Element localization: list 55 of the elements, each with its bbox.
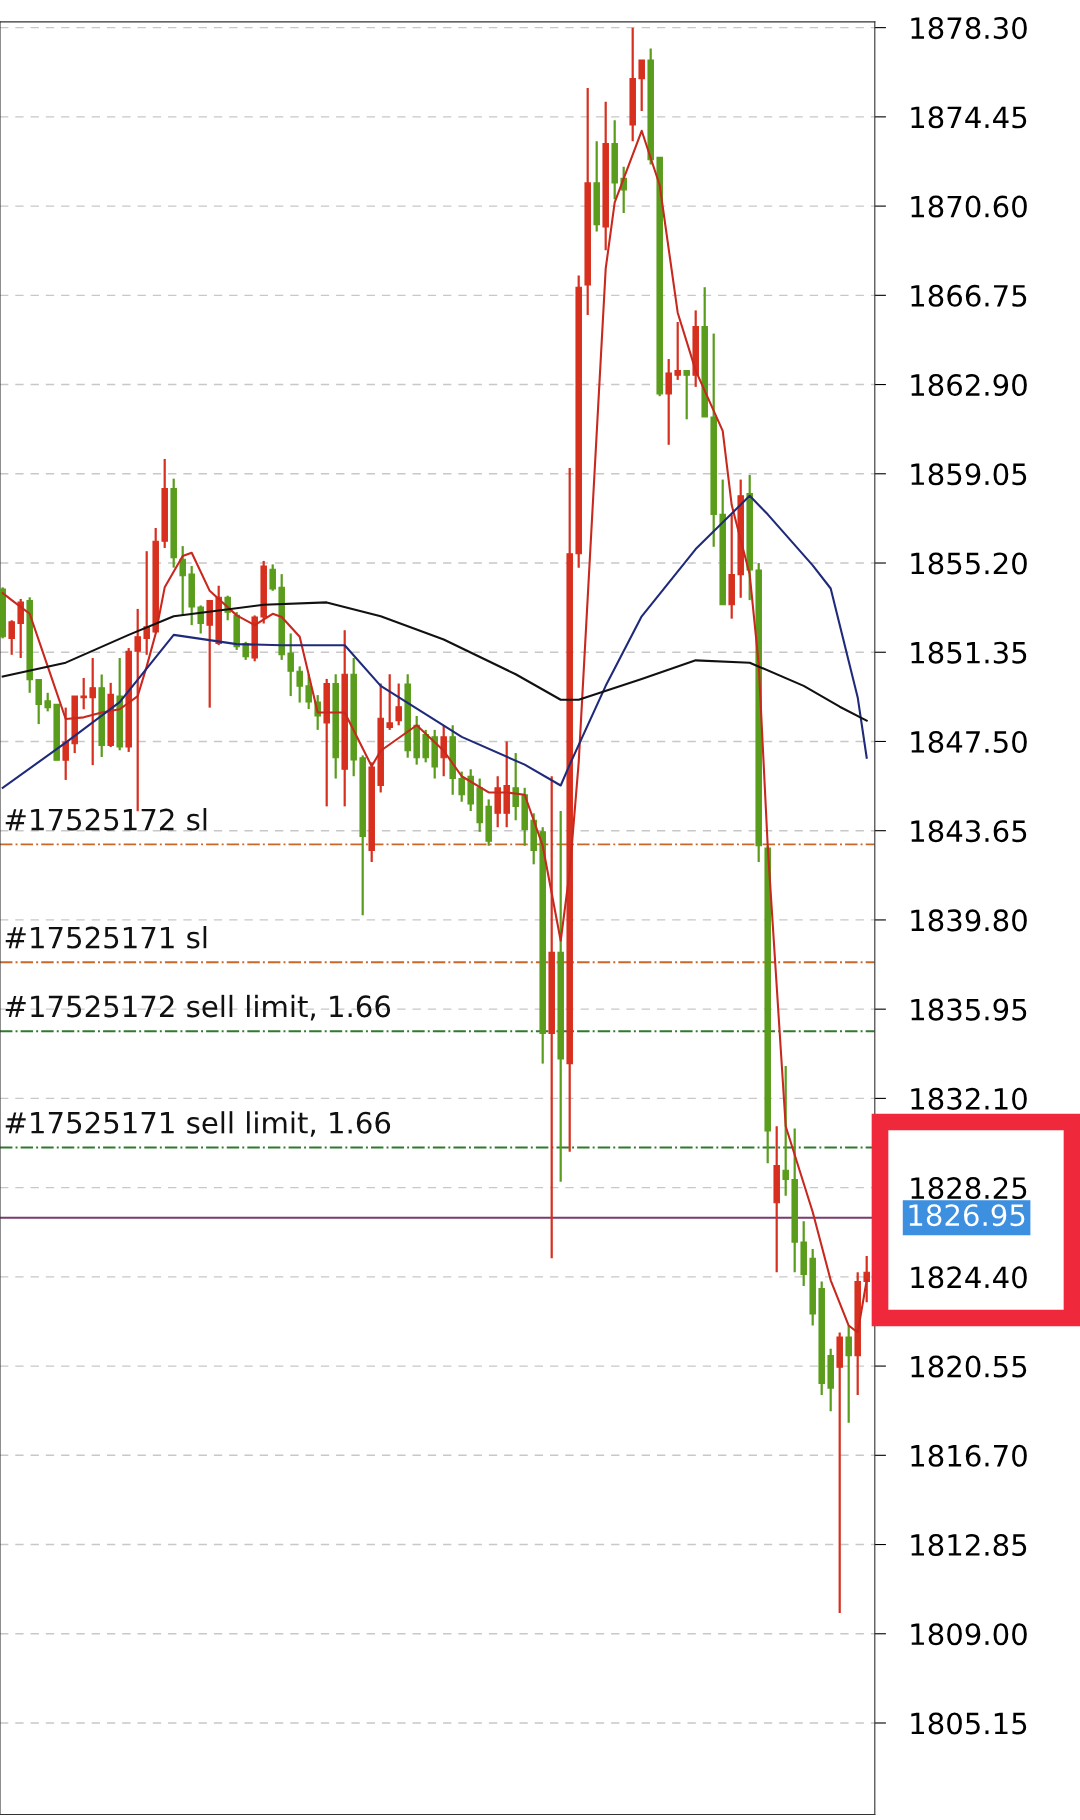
candlestick <box>683 369 690 421</box>
y-tick-label: 1832.10 <box>911 1087 1027 1110</box>
candlestick <box>8 619 15 656</box>
y-tick-label: 1874.45 <box>911 106 1027 129</box>
y-tick-label: 1847.50 <box>911 730 1027 753</box>
y-tick-label: 1809.00 <box>911 1623 1027 1646</box>
y-tick-label: 1820.55 <box>911 1355 1027 1378</box>
y-tick-label: 1812.85 <box>911 1533 1027 1557</box>
candlestick <box>17 597 24 660</box>
line-series <box>1 494 868 789</box>
ref-line-label: 1826.95 <box>909 1204 1025 1227</box>
ref-line-label: #17525172 sell limit, 1.66 <box>5 994 391 1021</box>
candlestick <box>782 1064 789 1197</box>
y-tick-label: 1816.70 <box>911 1444 1027 1467</box>
y-tick-label: 1859.05 <box>911 463 1027 486</box>
candlestick <box>458 770 465 803</box>
y-tick-label: 1835.95 <box>911 998 1027 1021</box>
y-tick-label: 1843.65 <box>911 820 1027 843</box>
y-tick-label: 1862.90 <box>911 373 1027 397</box>
line-series <box>1 601 868 722</box>
candlestick <box>197 604 204 635</box>
candlestick <box>386 673 393 731</box>
y-tick-label: 1866.75 <box>911 284 1027 307</box>
candlestick <box>242 640 249 661</box>
y-tick-label: 1878.30 <box>911 17 1027 40</box>
candlestick <box>863 1254 870 1304</box>
candlestick <box>512 751 519 822</box>
candlestick <box>269 563 276 592</box>
candlestick <box>179 544 186 617</box>
ref-line-label: #17525171 sl <box>5 926 207 949</box>
line-series <box>1 129 868 1334</box>
candlestick <box>674 320 681 382</box>
y-tick-label: 1828.25 <box>911 1177 1027 1200</box>
candlestick <box>665 357 672 446</box>
y-tick-label: 1839.80 <box>911 909 1027 932</box>
candlestick <box>440 724 447 778</box>
candlestick <box>638 58 645 113</box>
candlestick <box>80 676 87 711</box>
candlestick <box>62 706 69 782</box>
candlestick <box>143 550 150 656</box>
y-tick-label: 1851.35 <box>911 641 1027 664</box>
candlestick <box>845 1324 852 1424</box>
y-tick-label: 1855.20 <box>911 552 1027 575</box>
candlestick <box>395 682 402 727</box>
candlestick <box>89 656 96 767</box>
candlestick <box>44 691 51 713</box>
ref-line-label: #17525172 sl <box>5 808 207 831</box>
candlestick <box>287 632 294 698</box>
candlestick <box>836 1331 843 1615</box>
y-tick-label: 1824.40 <box>911 1266 1027 1289</box>
candlestick <box>296 665 303 704</box>
candlestick <box>422 728 429 764</box>
ref-line-label: #17525171 sell limit, 1.66 <box>5 1111 391 1137</box>
y-tick-label: 1805.15 <box>911 1712 1027 1735</box>
y-tick-label: 1870.60 <box>911 195 1027 218</box>
